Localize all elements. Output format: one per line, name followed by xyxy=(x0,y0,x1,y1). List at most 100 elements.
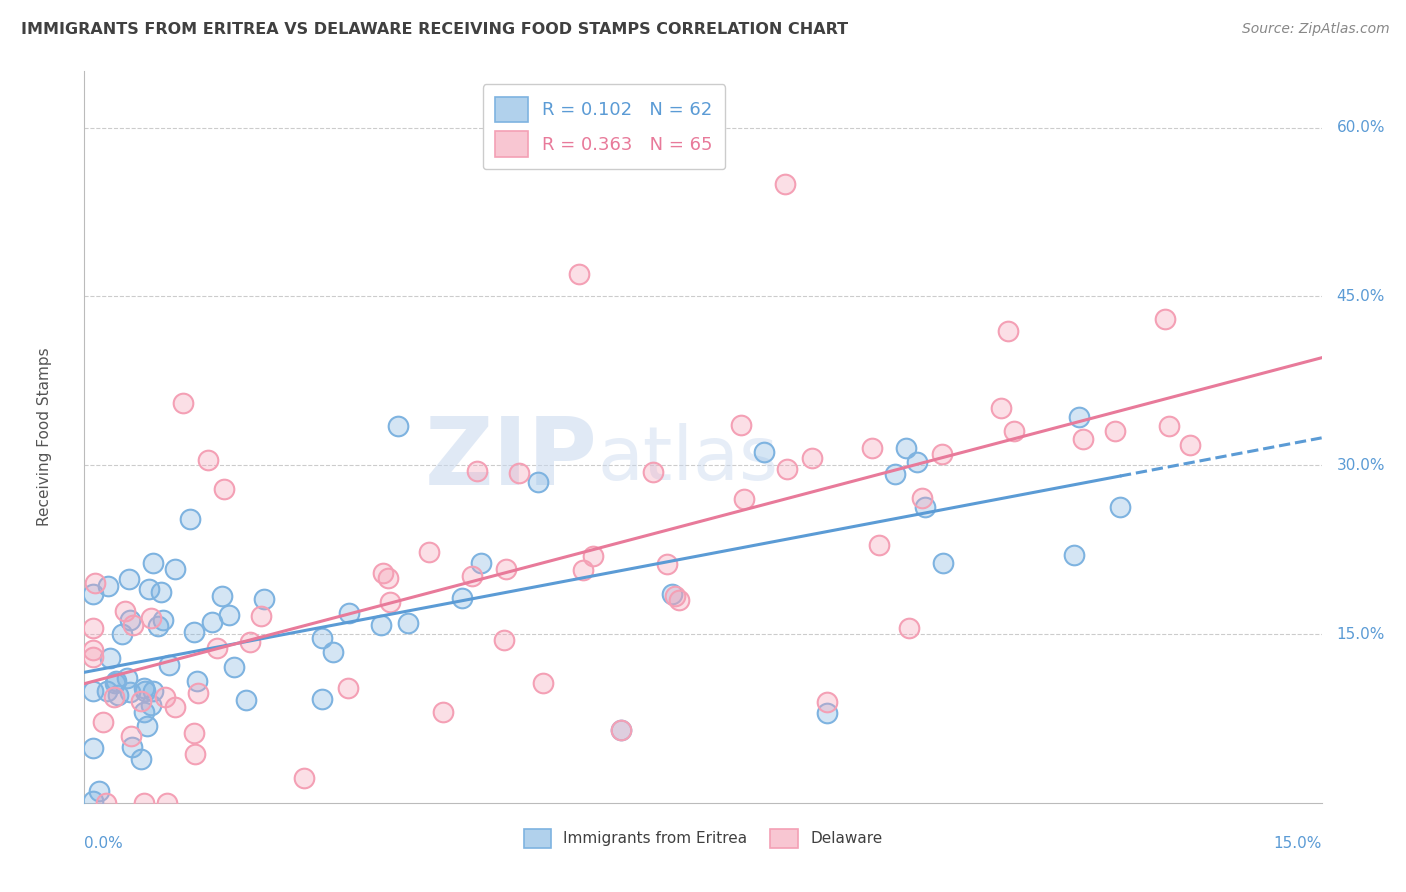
Point xyxy=(894,441,917,455)
Point xyxy=(211,589,233,603)
Point xyxy=(990,401,1012,415)
Point xyxy=(187,685,209,699)
Point xyxy=(183,725,205,739)
Point xyxy=(142,556,165,570)
Point xyxy=(131,752,153,766)
Point xyxy=(1071,432,1094,446)
Point xyxy=(1109,500,1132,514)
Point xyxy=(377,571,399,585)
Point xyxy=(82,740,104,755)
Point xyxy=(914,500,936,515)
Point xyxy=(134,796,156,810)
Point xyxy=(156,796,179,810)
Point xyxy=(932,556,955,570)
Point xyxy=(129,694,152,708)
Point xyxy=(253,592,276,607)
Point xyxy=(311,692,333,706)
Point xyxy=(775,177,797,191)
Point xyxy=(120,729,142,743)
Point xyxy=(370,618,392,632)
Text: atlas: atlas xyxy=(598,423,779,496)
Point xyxy=(801,450,824,465)
Text: 60.0%: 60.0% xyxy=(1337,120,1385,135)
Point xyxy=(132,705,155,719)
Text: 30.0%: 30.0% xyxy=(1337,458,1385,473)
Point xyxy=(931,447,953,461)
Point xyxy=(884,467,907,482)
Legend: Immigrants from Eritrea, Delaware: Immigrants from Eritrea, Delaware xyxy=(517,822,889,854)
Point xyxy=(495,562,517,576)
Point xyxy=(380,595,402,609)
Point xyxy=(508,466,530,480)
Point xyxy=(141,698,163,712)
Point xyxy=(754,445,776,459)
Point xyxy=(371,566,394,580)
Point xyxy=(103,690,125,704)
Point xyxy=(609,723,631,737)
Point xyxy=(82,794,104,808)
Point xyxy=(235,693,257,707)
Text: Source: ZipAtlas.com: Source: ZipAtlas.com xyxy=(1241,22,1389,37)
Point xyxy=(152,613,174,627)
Point xyxy=(186,673,208,688)
Text: 0.0%: 0.0% xyxy=(84,836,124,851)
Point xyxy=(134,684,156,698)
Point xyxy=(82,650,104,665)
Text: 15.0%: 15.0% xyxy=(1337,626,1385,641)
Point xyxy=(142,683,165,698)
Text: IMMIGRANTS FROM ERITREA VS DELAWARE RECEIVING FOOD STAMPS CORRELATION CHART: IMMIGRANTS FROM ERITREA VS DELAWARE RECE… xyxy=(21,22,848,37)
Text: 45.0%: 45.0% xyxy=(1337,289,1385,304)
Point xyxy=(82,586,104,600)
Point xyxy=(82,643,104,657)
Point xyxy=(111,626,134,640)
Point xyxy=(1104,425,1126,439)
Point xyxy=(149,585,172,599)
Point xyxy=(118,572,141,586)
Point xyxy=(643,465,665,479)
Point xyxy=(87,784,110,798)
Point xyxy=(432,705,454,719)
Point xyxy=(730,417,752,432)
Point xyxy=(418,544,440,558)
Point xyxy=(239,634,262,648)
Point xyxy=(582,549,605,563)
Point xyxy=(668,593,690,607)
Point xyxy=(733,491,755,506)
Point xyxy=(664,589,686,603)
Point xyxy=(120,685,142,699)
Text: Receiving Food Stamps: Receiving Food Stamps xyxy=(38,348,52,526)
Point xyxy=(84,576,107,591)
Point xyxy=(815,694,838,708)
Point xyxy=(337,681,360,695)
Point xyxy=(197,452,219,467)
Point xyxy=(815,706,838,720)
Point xyxy=(184,747,207,762)
Point xyxy=(98,650,121,665)
Point xyxy=(165,562,187,576)
Point xyxy=(97,579,120,593)
Point xyxy=(776,462,799,476)
Point xyxy=(661,587,683,601)
Point xyxy=(898,621,921,635)
Point xyxy=(250,609,273,624)
Point xyxy=(114,604,136,618)
Point xyxy=(135,719,157,733)
Point xyxy=(868,538,890,552)
Point xyxy=(492,632,515,647)
Text: ZIP: ZIP xyxy=(425,413,598,505)
Point xyxy=(200,615,222,630)
Point xyxy=(121,618,143,632)
Point xyxy=(1063,548,1085,562)
Point xyxy=(655,557,678,571)
Point xyxy=(172,396,194,410)
Point xyxy=(205,641,228,656)
Point xyxy=(911,491,934,506)
Point xyxy=(461,569,484,583)
Point xyxy=(138,582,160,596)
Point xyxy=(1154,312,1177,326)
Point xyxy=(1069,410,1091,425)
Point xyxy=(121,739,143,754)
Point xyxy=(1157,419,1180,434)
Point xyxy=(527,475,550,489)
Point xyxy=(120,613,142,627)
